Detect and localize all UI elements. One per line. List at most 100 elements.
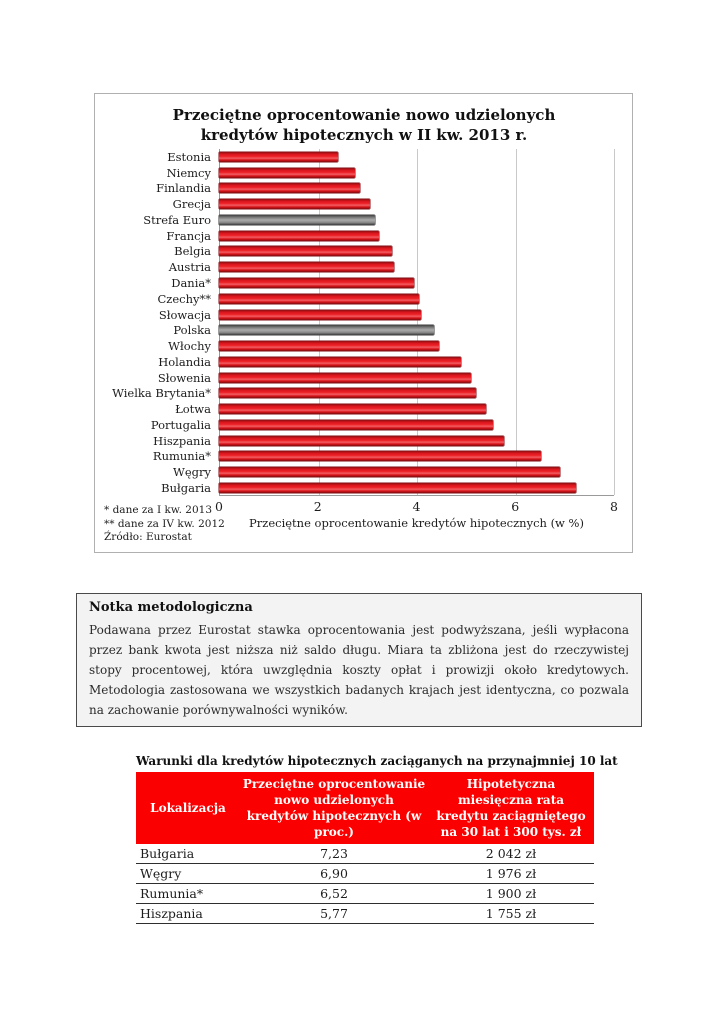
bar-row: Niemcy bbox=[95, 165, 614, 181]
gridline-6 bbox=[515, 149, 517, 495]
table-cell: 7,23 bbox=[320, 846, 348, 861]
bar-row: Łotwa bbox=[95, 401, 614, 417]
bar bbox=[219, 451, 541, 462]
bar-track bbox=[219, 196, 614, 212]
chart-footnotes: * dane za I kw. 2013 ** dane za IV kw. 20… bbox=[104, 504, 225, 545]
category-label: Polska bbox=[173, 323, 211, 338]
bar bbox=[219, 230, 380, 241]
bar-row: Słowacja bbox=[95, 307, 614, 323]
bar-row: Estonia bbox=[95, 149, 614, 165]
bar-row: Finlandia bbox=[95, 181, 614, 197]
bar bbox=[219, 388, 476, 399]
bar-track bbox=[219, 244, 614, 260]
category-label: Bułgaria bbox=[161, 480, 211, 495]
bar bbox=[219, 467, 560, 478]
table-cell: Bułgaria bbox=[140, 846, 195, 861]
category-label: Grecja bbox=[172, 197, 211, 212]
category-label: Wielka Brytania* bbox=[112, 386, 211, 401]
bar bbox=[219, 356, 461, 367]
bar-row: Francja bbox=[95, 228, 614, 244]
bar bbox=[219, 341, 439, 352]
bar-track bbox=[219, 385, 614, 401]
bar-track bbox=[219, 291, 614, 307]
table-body: Bułgaria 7,23 2 042 zł Węgry 6,90 1 976 zł Rum… bbox=[136, 844, 594, 924]
loan-conditions-table: Warunki dla kredytów hipotecznych zaciąg… bbox=[136, 754, 618, 924]
chart-footnote: ** dane za IV kw. 2012 bbox=[104, 517, 225, 530]
bar bbox=[219, 167, 355, 178]
plot-area bbox=[219, 149, 615, 496]
table-header-cell: Lokalizacja bbox=[150, 801, 226, 815]
bar-row: Holandia bbox=[95, 354, 614, 370]
note-body: Podawana przez Eurostat stawka oprocento… bbox=[89, 623, 629, 717]
bar bbox=[219, 199, 370, 210]
bar-row: Czechy** bbox=[95, 291, 614, 307]
methodology-note-box: Notka metodologiczna Podawana przez Euro… bbox=[76, 593, 642, 727]
bar-track bbox=[219, 480, 614, 496]
table-header-row: Lokalizacja Przeciętne oprocentowanie now… bbox=[136, 772, 594, 844]
gridline-4 bbox=[417, 149, 418, 495]
x-axis-label: Przeciętne oprocentowanie kredytów hipot… bbox=[249, 516, 584, 530]
bar-row: Rumunia* bbox=[95, 449, 614, 465]
table-cell: 1 976 zł bbox=[485, 866, 537, 881]
x-tick-label: 4 bbox=[412, 499, 421, 514]
table-header-cell: Hipotetyczna miesięczna rata kredytu zac… bbox=[436, 777, 586, 839]
bar-track bbox=[219, 354, 614, 370]
category-label: Portugalia bbox=[150, 417, 211, 432]
chart-footnote: Źródło: Eurostat bbox=[104, 531, 192, 543]
bar-track bbox=[219, 401, 614, 417]
bar-row: Austria bbox=[95, 259, 614, 275]
bar-track bbox=[219, 149, 614, 165]
x-tick-label: 8 bbox=[610, 499, 618, 514]
x-tick-label: 2 bbox=[313, 499, 322, 514]
bar bbox=[219, 325, 434, 336]
category-label: Austria bbox=[168, 260, 211, 275]
category-label: Węgry bbox=[173, 465, 211, 480]
table-row: Węgry 6,90 1 976 zł bbox=[136, 864, 594, 884]
bar bbox=[219, 214, 375, 225]
table-row: Hiszpania 5,77 1 755 zł bbox=[136, 904, 594, 924]
chart-title: Przeciętne oprocentowanie nowo udzielony… bbox=[172, 106, 556, 144]
bar bbox=[219, 309, 422, 320]
table-cell: 1 900 zł bbox=[485, 886, 537, 901]
bar-track bbox=[219, 181, 614, 197]
category-label: Słowacja bbox=[158, 307, 211, 322]
bar-track bbox=[219, 464, 614, 480]
category-label: Strefa Euro bbox=[143, 212, 211, 227]
note-title: Notka metodologiczna bbox=[89, 600, 253, 615]
x-ticks: 0 2 4 6 8 bbox=[215, 499, 618, 514]
bar-track bbox=[219, 338, 614, 354]
category-label: Łotwa bbox=[175, 402, 211, 417]
bar-row: Strefa Euro bbox=[95, 212, 614, 228]
bar-rows: Estonia Niemcy Finlandia Grecja Strefa Euro F… bbox=[95, 149, 614, 496]
x-tick-label: 0 bbox=[215, 499, 223, 514]
category-label: Estonia bbox=[167, 149, 211, 164]
table-header-cell: Przeciętne oprocentowanie nowo udzielony… bbox=[242, 777, 426, 839]
table-cell: 6,90 bbox=[320, 866, 348, 881]
bar bbox=[219, 278, 415, 288]
bar bbox=[219, 372, 471, 383]
table-cell: 6,52 bbox=[320, 886, 348, 901]
bar-row: Polska bbox=[95, 322, 614, 338]
bar-track bbox=[219, 433, 614, 449]
bar bbox=[219, 482, 576, 493]
table-title: Warunki dla kredytów hipotecznych zaciąg… bbox=[136, 754, 618, 768]
bar-track bbox=[219, 370, 614, 386]
bar-row: Wielka Brytania* bbox=[95, 385, 614, 401]
bar bbox=[219, 151, 338, 162]
category-label: Niemcy bbox=[166, 165, 211, 180]
bar-row: Włochy bbox=[95, 338, 614, 354]
category-label: Belgia bbox=[174, 244, 211, 259]
bar bbox=[219, 419, 494, 430]
table-row: Rumunia* 6,52 1 900 zł bbox=[136, 884, 594, 904]
bar-row: Hiszpania bbox=[95, 433, 614, 449]
bar-track bbox=[219, 449, 614, 465]
bar-row: Bułgaria bbox=[95, 480, 614, 496]
category-label: Finlandia bbox=[156, 181, 211, 196]
bar bbox=[219, 404, 486, 415]
bar bbox=[219, 435, 504, 446]
bar-row: Dania* bbox=[95, 275, 614, 291]
chart-footnote: * dane za I kw. 2013 bbox=[104, 504, 212, 516]
table-cell: Rumunia* bbox=[140, 886, 204, 901]
bar-track bbox=[219, 259, 614, 275]
bar-row: Belgia bbox=[95, 244, 614, 260]
